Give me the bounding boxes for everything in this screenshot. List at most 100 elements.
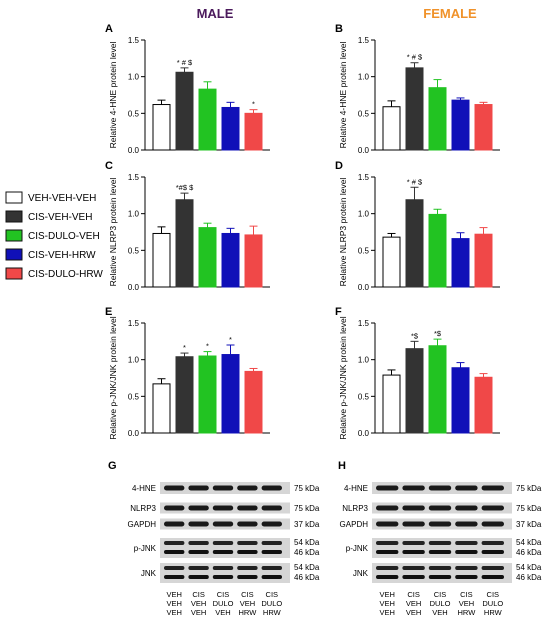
blot-band — [428, 521, 452, 527]
blot-band — [237, 485, 258, 491]
blot-band — [481, 575, 504, 579]
band-label: NLRP3 — [342, 504, 368, 513]
panel-label: B — [335, 23, 343, 35]
legend-label: CIS-DULO-VEH — [28, 231, 100, 242]
blot-band — [237, 575, 258, 579]
male-title: MALE — [197, 6, 234, 21]
blot-band — [376, 521, 399, 527]
blot-band — [428, 505, 452, 511]
bar — [405, 199, 424, 288]
blot-band — [376, 485, 399, 491]
significance-label: * # $ — [407, 53, 423, 62]
blot-band — [455, 550, 478, 554]
chart-panel-d: D 0.0 0.5 1.0 1.5 Relative NLRP3 protein leve… — [335, 160, 500, 292]
blot-band — [237, 505, 258, 511]
chart-panel-f: F 0.0 0.5 1.0 1.5 Relative p-JNK/JNK protein … — [335, 306, 500, 440]
lane-label: HRW — [239, 608, 258, 617]
lane-label: VEH — [166, 599, 181, 608]
bar — [152, 232, 171, 288]
significance-label: * — [252, 100, 255, 109]
kda-label: 54 kDa — [516, 563, 542, 572]
kda-label: 75 kDa — [294, 504, 320, 513]
blot-band — [188, 575, 209, 579]
blot-band — [481, 541, 504, 545]
blot-band — [376, 505, 399, 511]
blot-panel-g: G 4-HNE 75 kDa NLRP3 75 kDa GAPDH 37 kDa p-JNK 5… — [108, 460, 320, 617]
blot-band — [261, 575, 282, 579]
y-tick-label: 0.5 — [128, 392, 140, 401]
y-tick-label: 1.0 — [128, 73, 140, 82]
blot-band — [261, 485, 282, 491]
legend-label: VEH-VEH-VEH — [28, 193, 96, 204]
y-tick-label: 0.0 — [358, 429, 370, 438]
bar — [198, 88, 217, 151]
kda-label: 75 kDa — [516, 504, 542, 513]
kda-label: 37 kDa — [516, 520, 542, 529]
y-tick-label: 1.5 — [358, 173, 370, 182]
blot-band — [481, 566, 504, 570]
blot-band — [261, 550, 282, 554]
blot-band — [428, 575, 452, 579]
y-axis-label: Relative NLRP3 protein level — [108, 178, 118, 287]
blot-band — [164, 541, 185, 545]
blot-band — [164, 505, 185, 511]
legend-label: CIS-VEH-VEH — [28, 212, 92, 223]
y-tick-label: 1.5 — [128, 36, 140, 45]
blot-band — [212, 550, 234, 554]
legend-swatch — [5, 248, 23, 261]
chart-panel-a: A 0.0 0.5 1.0 1.5 Relative 4-HNE protein leve… — [105, 23, 270, 155]
band-label: NLRP3 — [130, 504, 156, 513]
panel-label: D — [335, 160, 343, 172]
blot-band — [237, 550, 258, 554]
significance-label: * — [229, 335, 232, 344]
lane-label: VEH — [166, 608, 181, 617]
blot-band — [402, 575, 425, 579]
chart-panel-c: C 0.0 0.5 1.0 1.5 Relative NLRP3 protein leve… — [105, 160, 270, 292]
significance-label: * — [206, 342, 209, 351]
lane-label: DULO — [261, 599, 282, 608]
blot-band — [164, 521, 185, 527]
kda-label: 46 kDa — [294, 573, 320, 582]
chart-panel-b: B 0.0 0.5 1.0 1.5 Relative 4-HNE protein leve… — [335, 23, 500, 155]
lane-label: CIS — [407, 590, 420, 599]
lane-label: DULO — [213, 599, 234, 608]
blot-band — [188, 550, 209, 554]
y-tick-label: 0.0 — [128, 283, 140, 292]
kda-label: 46 kDa — [516, 573, 542, 582]
bar — [198, 227, 217, 288]
legend-item: CIS-VEH-HRW — [5, 248, 96, 261]
significance-label: *$ — [411, 331, 419, 340]
y-tick-label: 1.5 — [128, 319, 140, 328]
blot-band — [164, 550, 185, 554]
kda-label: 54 kDa — [294, 563, 320, 572]
blot-band — [455, 505, 478, 511]
significance-label: * # $ — [407, 177, 423, 186]
significance-label: * # $ — [177, 58, 193, 67]
y-tick-label: 1.0 — [128, 210, 140, 219]
legend-label: CIS-DULO-HRW — [28, 269, 103, 280]
lane-label: CIS — [434, 590, 447, 599]
lane-label: HRW — [458, 608, 477, 617]
blot-band — [428, 550, 452, 554]
blot-band — [188, 541, 209, 545]
blot-band — [188, 505, 209, 511]
blot-band — [188, 566, 209, 570]
significance-label: *$ — [434, 329, 442, 338]
blot-band — [261, 505, 282, 511]
legend-swatch — [5, 229, 23, 242]
bar — [244, 234, 263, 288]
lane-label: VEH — [432, 608, 447, 617]
blot-panel-h: H 4-HNE 75 kDa NLRP3 75 kDa GAPDH 37 kDa p-JNK 5… — [338, 460, 542, 617]
panel-label: A — [105, 23, 113, 35]
bar — [175, 71, 194, 151]
blot-band — [212, 521, 234, 527]
blot-band — [188, 521, 209, 527]
blot-band — [481, 505, 504, 511]
bar — [244, 370, 263, 434]
y-tick-label: 0.0 — [128, 146, 140, 155]
legend-swatch — [5, 267, 23, 280]
lane-label: VEH — [191, 608, 206, 617]
bar — [451, 99, 470, 151]
bar — [474, 376, 493, 434]
